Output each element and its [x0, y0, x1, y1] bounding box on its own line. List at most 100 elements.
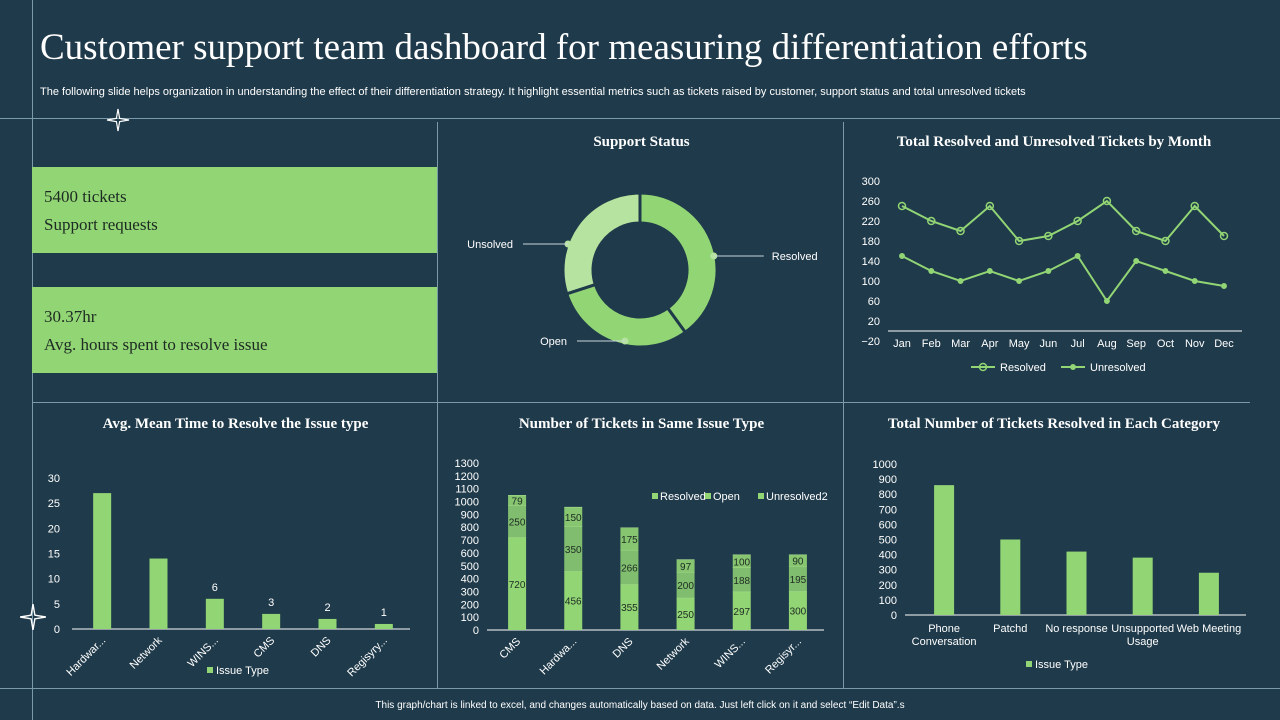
x-tick-label: Sep — [1126, 338, 1146, 350]
divider-middle — [32, 402, 1250, 403]
donut-slice-unsolved — [561, 191, 642, 296]
kpi-value: 30.37hr — [44, 307, 97, 326]
line-point — [1131, 226, 1141, 236]
bar — [1132, 557, 1153, 615]
x-tick-label: Patchd — [993, 623, 1027, 635]
y-tick-label: 20 — [48, 523, 60, 535]
line-point — [1161, 236, 1170, 246]
y-tick-label: 700 — [879, 504, 897, 516]
chart-title-tickets-issue-type: Number of Tickets in Same Issue Type — [518, 416, 765, 432]
y-tick-label: 15 — [48, 549, 60, 561]
stacked-bar-segment — [732, 554, 751, 568]
y-tick-label: 20 — [868, 316, 880, 328]
bar — [934, 485, 955, 615]
chart-title-mean-time: Avg. Mean Time to Resolve the Issue type — [102, 416, 369, 432]
chart-title-support-status: Support Status — [593, 134, 690, 150]
line-point — [1191, 278, 1198, 284]
line-point — [956, 226, 965, 236]
y-tick-label: 0 — [54, 624, 60, 636]
line-point — [1219, 231, 1229, 241]
bar-data-label: 188 — [733, 576, 750, 587]
x-tick-label: Hardwa... — [538, 636, 580, 678]
donut-slice-resolved — [638, 191, 719, 335]
y-tick-label: 30 — [48, 473, 60, 485]
y-tick-label: 400 — [879, 550, 897, 562]
y-tick-label: 25 — [48, 498, 60, 510]
bar — [262, 613, 281, 629]
line-point — [985, 201, 995, 211]
bar — [1000, 539, 1021, 615]
stacked-bar-segment — [676, 572, 695, 598]
legend-label: Unresolved — [1090, 362, 1146, 374]
bar-chart-tickets-category: 0 100 200 300 400 500 600 700 800 900 1000 PhoneCon… — [873, 459, 1246, 671]
x-tick-label: Hardwar... — [64, 635, 108, 679]
bar-data-label: 97 — [680, 562, 692, 573]
line-point — [927, 216, 936, 226]
y-tick-label: 800 — [461, 522, 479, 534]
x-tick-label: DNS — [309, 635, 334, 660]
y-tick-label: 60 — [868, 296, 880, 308]
line-point — [986, 268, 993, 274]
legend-marker — [978, 362, 988, 372]
y-tick-label: 1100 — [455, 484, 479, 496]
stacked-bar-segment — [676, 597, 695, 630]
y-tick-label: 500 — [461, 561, 479, 573]
y-tick-label: 600 — [879, 519, 897, 531]
line-point — [897, 201, 907, 211]
line-point — [1044, 231, 1053, 241]
chart-title-tickets-category: Total Number of Tickets Resolved in Each… — [887, 416, 1221, 432]
y-tick-label: 100 — [461, 612, 479, 624]
y-tick-label: 0 — [891, 610, 897, 622]
stacked-bar-segment — [564, 571, 583, 630]
stacked-bar-chart-issue-type: 0100200300400500600700800900100011001200… — [455, 458, 828, 678]
page-title: Customer support team dashboard for meas… — [40, 27, 1088, 68]
chart-title-tickets-by-month: Total Resolved and Unresolved Tickets by… — [896, 134, 1212, 150]
line-point — [1074, 253, 1081, 259]
stacked-bar-segment — [508, 495, 527, 506]
stacked-bar-segment — [620, 584, 639, 630]
donut-label: Resolved — [772, 251, 818, 263]
bar — [1198, 572, 1219, 615]
y-tick-label: 900 — [461, 509, 479, 521]
bar-data-label: 150 — [565, 513, 582, 524]
y-tick-label: 300 — [461, 586, 479, 598]
x-tick-label: Web Meeting — [1177, 623, 1242, 635]
line-series-resolved — [901, 199, 1225, 243]
y-tick-label: 300 — [862, 176, 880, 188]
bar-data-label: 350 — [565, 545, 582, 556]
x-tick-label: May — [1009, 338, 1030, 350]
legend-swatch — [705, 493, 711, 499]
bar-data-label: 297 — [733, 607, 750, 618]
legend-label: Unresolved2 — [766, 491, 828, 503]
x-tick-label: Mar — [951, 338, 970, 350]
bar-data-label: 200 — [677, 581, 694, 592]
x-tick-label: Apr — [981, 338, 998, 350]
y-tick-label: 700 — [461, 535, 479, 547]
y-tick-label: 800 — [879, 489, 897, 501]
divider-bottom — [0, 688, 1280, 689]
x-tick-label: CMS — [252, 635, 278, 661]
donut-label: Open — [540, 336, 567, 348]
divider-col2 — [843, 122, 844, 688]
line-point — [928, 268, 935, 274]
bar — [374, 623, 393, 629]
stacked-bar-segment — [732, 567, 751, 592]
x-tick-label: No response — [1045, 623, 1107, 635]
sparkle-icon — [106, 108, 130, 132]
stacked-bar-segment — [788, 591, 807, 630]
line-series-unresolved — [901, 254, 1225, 303]
bar-data-label: 1 — [381, 607, 387, 619]
y-tick-label: 900 — [879, 474, 897, 486]
legend-label: Resolved — [660, 491, 706, 503]
y-tick-label: −20 — [861, 336, 880, 348]
divider-top — [0, 118, 1280, 119]
line-point — [1133, 258, 1140, 264]
x-tick-label: Dec — [1214, 338, 1234, 350]
bar-data-label: 250 — [677, 610, 694, 621]
line-chart-tickets-by-month: −20 20 60 100 140 180 220 260 300 Jan Feb Mar Apr May… — [861, 176, 1242, 374]
stacked-bar-segment — [732, 591, 751, 630]
bar — [1066, 551, 1087, 615]
y-tick-label: 100 — [879, 595, 897, 607]
x-tick-label: DNS — [611, 636, 636, 661]
